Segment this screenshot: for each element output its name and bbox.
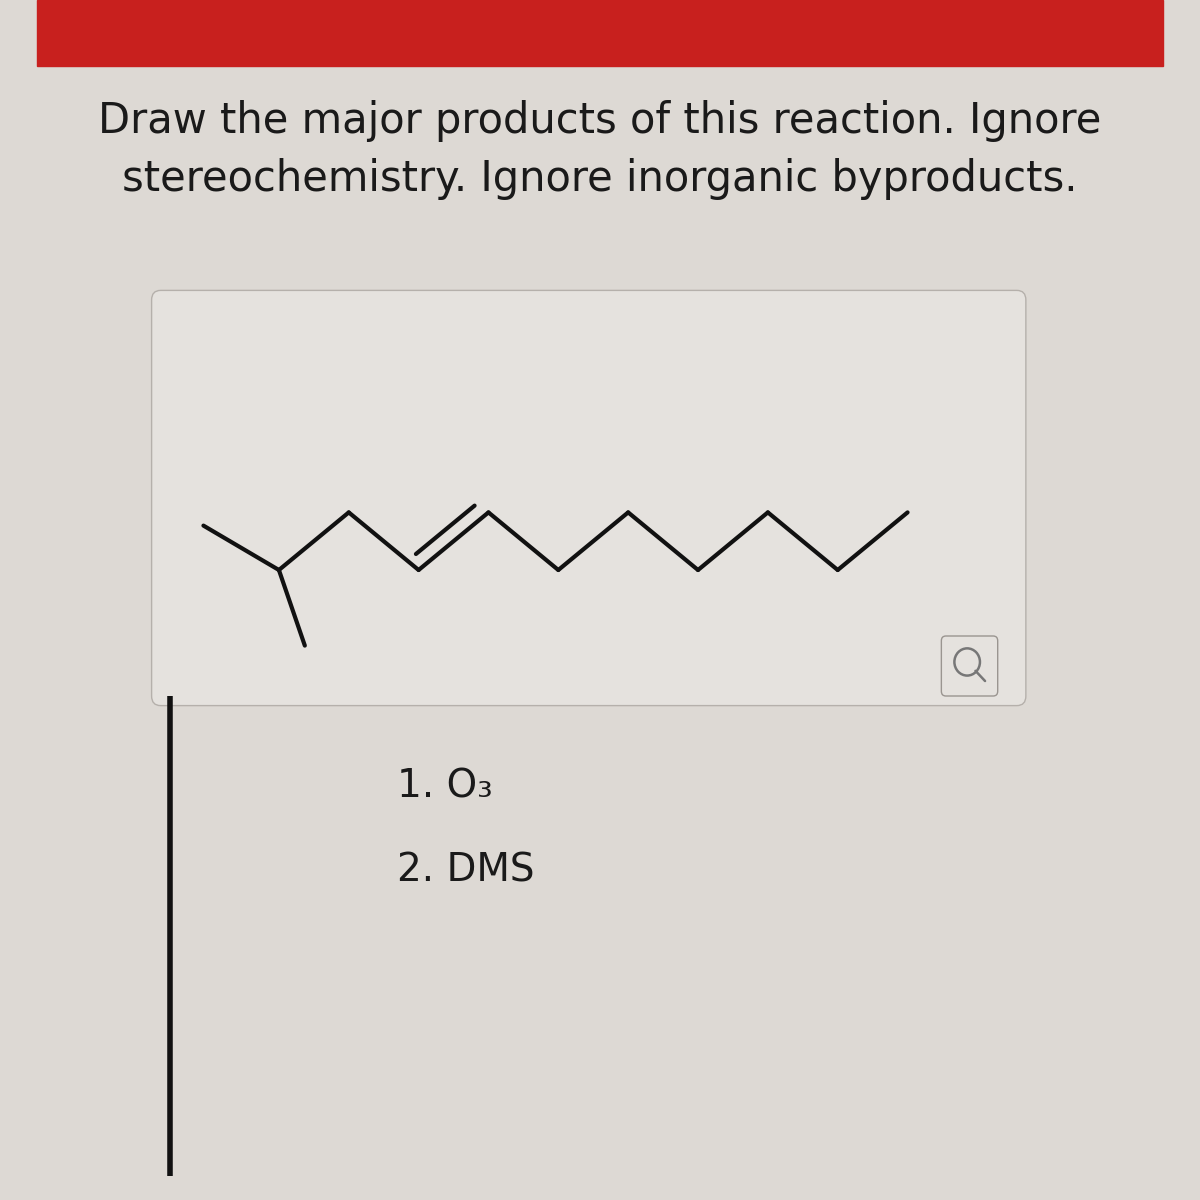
Text: 1. O₃: 1. O₃: [397, 767, 493, 805]
FancyBboxPatch shape: [151, 290, 1026, 706]
Text: 2. DMS: 2. DMS: [397, 851, 535, 889]
Text: Draw the major products of this reaction. Ignore
stereochemistry. Ignore inorgan: Draw the major products of this reaction…: [98, 100, 1102, 200]
Bar: [37, 0, 1163, 66]
FancyBboxPatch shape: [941, 636, 997, 696]
